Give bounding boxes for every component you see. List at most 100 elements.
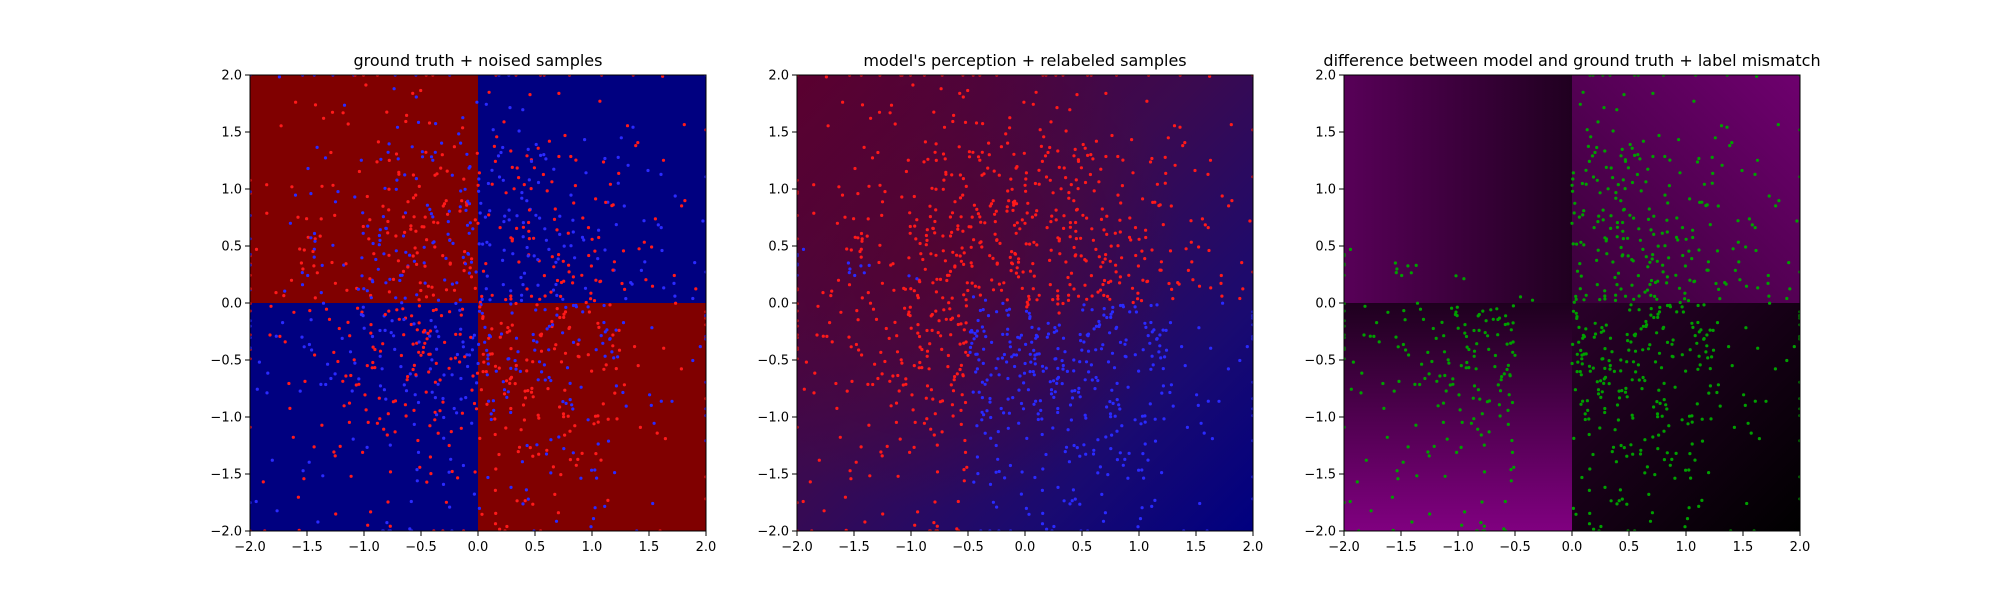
- scatter-point: [365, 289, 369, 293]
- scatter-point: [414, 193, 418, 197]
- scatter-point: [454, 332, 458, 336]
- scatter-point: [1105, 214, 1109, 218]
- scatter-point: [883, 190, 887, 194]
- scatter-point: [336, 359, 340, 364]
- scatter-point: [303, 379, 307, 383]
- scatter-point: [523, 396, 528, 400]
- scatter-point: [1040, 488, 1044, 492]
- scatter-point: [1007, 411, 1011, 415]
- scatter-point: [1668, 305, 1672, 309]
- scatter-point: [1643, 471, 1647, 475]
- scatter-point: [459, 313, 463, 317]
- scatter-point: [409, 224, 413, 228]
- scatter-point: [1102, 307, 1106, 311]
- scatter-point: [428, 455, 432, 459]
- scatter-point: [348, 350, 353, 354]
- scatter-point: [589, 291, 593, 295]
- y-tick-label: 0.5: [768, 240, 789, 255]
- scatter-point: [1625, 502, 1629, 506]
- scatter-point: [1149, 303, 1153, 308]
- scatter-point: [417, 304, 421, 308]
- scatter-point: [1008, 126, 1012, 130]
- scatter-point: [1110, 433, 1114, 437]
- scatter-point: [1002, 281, 1006, 285]
- scatter-point: [1096, 471, 1100, 475]
- scatter-point: [1664, 403, 1668, 407]
- scatter-point: [1140, 249, 1144, 253]
- scatter-point: [1027, 311, 1031, 315]
- scatter-point: [1753, 226, 1757, 230]
- scatter-point: [960, 393, 964, 397]
- scatter-point: [1459, 445, 1463, 449]
- scatter-point: [1467, 366, 1471, 370]
- scatter-point: [1056, 347, 1060, 351]
- panel-ground-truth: −2.0 −1.5 −1.0 −0.5 0.0 0.5 1.0 1.5 2.0 −2.0−1.5…: [210, 51, 716, 555]
- scatter-point: [377, 233, 381, 238]
- scatter-point: [1776, 123, 1780, 127]
- scatter-point: [474, 270, 478, 274]
- scatter-point: [377, 243, 381, 247]
- scatter-point: [904, 377, 908, 381]
- scatter-point: [1039, 144, 1043, 148]
- scatter-point: [493, 432, 497, 437]
- scatter-point: [354, 383, 358, 387]
- scatter-point: [1062, 499, 1066, 503]
- scatter-point: [566, 231, 570, 235]
- scatter-point: [511, 252, 515, 256]
- scatter-point: [1643, 438, 1647, 442]
- scatter-point: [951, 119, 955, 124]
- scatter-point: [1477, 328, 1481, 332]
- scatter-point: [381, 342, 385, 346]
- scatter-point: [357, 377, 361, 381]
- scatter-point: [1004, 132, 1008, 136]
- scatter-point: [515, 166, 519, 170]
- scatter-point: [502, 220, 506, 224]
- scatter-point: [460, 199, 464, 203]
- scatter-point: [1648, 519, 1653, 523]
- scatter-point: [1130, 286, 1135, 290]
- scatter-point: [1072, 287, 1076, 291]
- scatter-point: [1601, 218, 1605, 222]
- scatter-point: [1575, 370, 1579, 374]
- scatter-point: [554, 519, 559, 523]
- scatter-point: [483, 325, 487, 329]
- scatter-point: [1646, 347, 1651, 351]
- scatter-point: [459, 327, 463, 331]
- scatter-point: [1219, 281, 1223, 285]
- y-tick-label: −1.5: [210, 468, 242, 483]
- scatter-point: [596, 321, 600, 325]
- scatter-point: [1633, 349, 1638, 353]
- scatter-point: [1648, 282, 1652, 287]
- scatter-point: [1628, 142, 1632, 147]
- scatter-point: [309, 236, 313, 240]
- scatter-point: [417, 321, 421, 325]
- scatter-point: [1583, 417, 1587, 422]
- scatter-point: [444, 500, 448, 504]
- scatter-point: [1584, 352, 1588, 356]
- scatter-point: [1697, 354, 1701, 358]
- scatter-point: [866, 382, 870, 386]
- scatter-point: [519, 298, 524, 302]
- scatter-point: [1613, 428, 1617, 432]
- y-tick-label: 2.0: [1315, 69, 1336, 84]
- scatter-point: [1024, 189, 1028, 193]
- scatter-point: [510, 165, 514, 169]
- scatter-point: [1193, 168, 1197, 173]
- scatter-point: [876, 150, 880, 155]
- scatter-point: [1757, 437, 1761, 441]
- scatter-point: [509, 302, 513, 306]
- scatter-point: [458, 205, 462, 209]
- scatter-point: [1141, 278, 1145, 282]
- scatter-point: [596, 414, 600, 418]
- scatter-point: [1624, 386, 1628, 390]
- scatter-point: [1163, 155, 1167, 159]
- scatter-point: [1031, 370, 1035, 374]
- scatter-point: [976, 472, 980, 476]
- scatter-point: [1706, 260, 1710, 264]
- scatter-point: [1027, 297, 1031, 301]
- scatter-point: [1118, 340, 1123, 344]
- scatter-point: [349, 373, 353, 378]
- scatter-point: [981, 308, 985, 312]
- scatter-point: [828, 321, 832, 325]
- scatter-point: [856, 192, 860, 196]
